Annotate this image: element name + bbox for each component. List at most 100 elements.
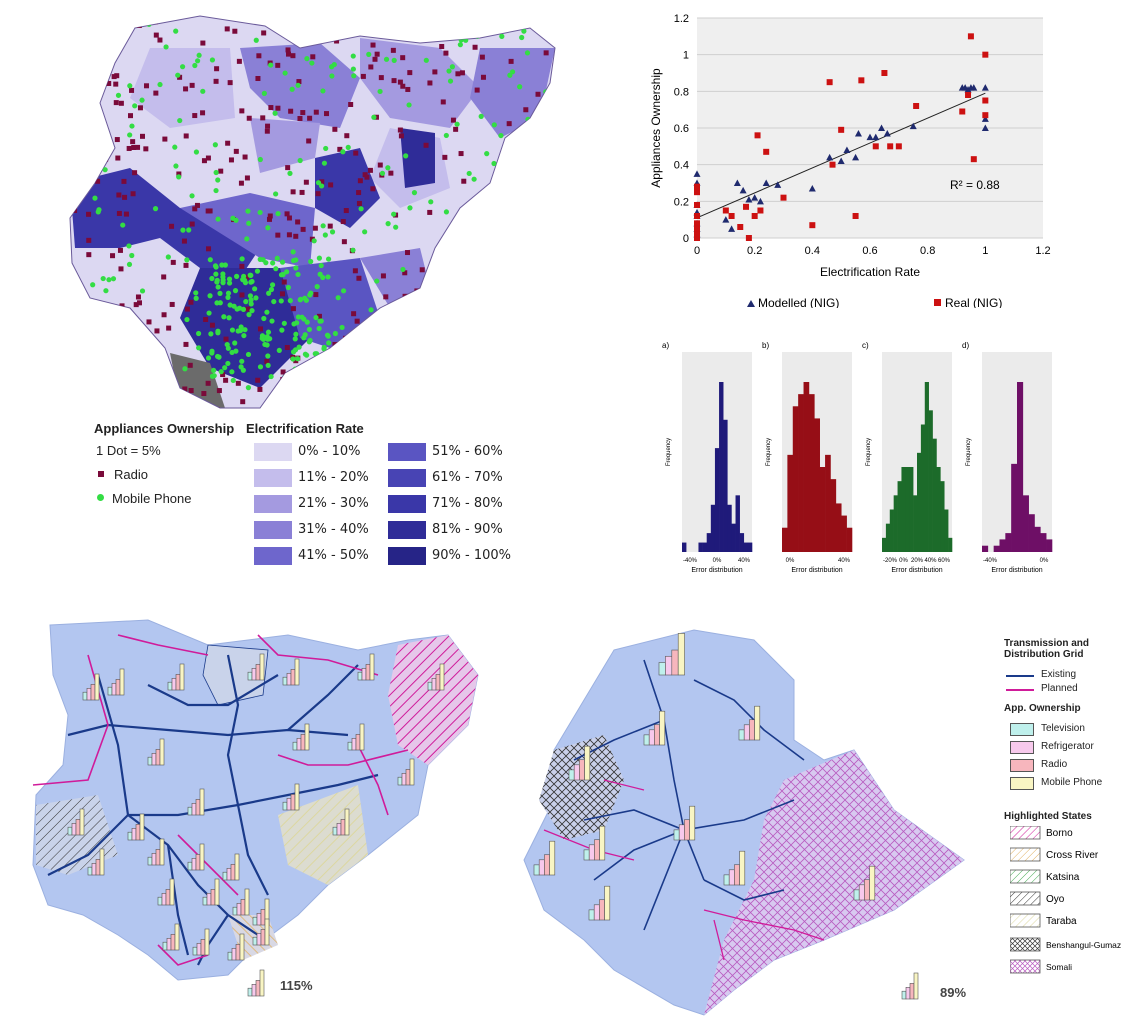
mobile-dot [218, 369, 224, 375]
radio-dot [461, 178, 467, 184]
mobile-dot [484, 212, 491, 218]
mobile-dot [296, 344, 302, 350]
ownership-bar [409, 758, 415, 786]
appliance-label: Refrigerator [1041, 741, 1094, 752]
mobile-dot [383, 56, 390, 62]
radio-dot [114, 73, 120, 79]
state-swatch [1010, 937, 1041, 952]
dot-scale-label: 1 Dot = 5% [96, 443, 161, 458]
mobile-dot [312, 383, 318, 390]
radio-dot [541, 366, 547, 372]
y-tick-label: 0.2 [674, 196, 689, 208]
ownership-bar [206, 892, 212, 906]
mobile-dot [192, 62, 198, 69]
real-point [694, 235, 700, 241]
radio-dot [437, 378, 443, 384]
er-label: 21% - 30% [298, 496, 369, 511]
radio-dot [513, 225, 519, 231]
highlighted-states-title: Highlighted States [1004, 811, 1092, 822]
state-label: Benshangul-Gumaz [1046, 940, 1121, 950]
radio-dot [284, 344, 290, 350]
mobile-dot [90, 282, 96, 288]
mobile-dot [221, 314, 227, 320]
ownership-bar [359, 723, 365, 751]
state-label: Borno [1046, 828, 1073, 839]
mobile-dot [478, 113, 484, 119]
nigeria-ownership-glyph [347, 723, 365, 751]
state-swatch [1010, 847, 1041, 862]
modelled-point [878, 124, 886, 131]
mobile-dot [316, 368, 323, 374]
mobile-dot [527, 212, 534, 219]
ownership-bar [165, 889, 171, 906]
ownership-bar [405, 769, 411, 786]
radio-dot [184, 306, 190, 312]
radio-dot [128, 113, 134, 119]
mobile-dot [522, 16, 528, 22]
ownership-bar [222, 871, 228, 881]
radio-dot [294, 395, 300, 401]
mobile-dot [193, 149, 200, 155]
radio-dot [232, 28, 238, 34]
mobile-dot [97, 358, 104, 364]
mobile-dot [268, 373, 274, 380]
mobile-dot [295, 314, 301, 320]
radio-dot [101, 307, 107, 313]
radio-dot [503, 280, 509, 286]
radio-dot [419, 267, 425, 273]
real-point [982, 112, 989, 119]
mobile-dot [232, 340, 238, 346]
mobile-dot [503, 252, 509, 258]
mobile-dot [352, 332, 358, 339]
radio-dot [261, 30, 267, 36]
histogram-bar [928, 410, 933, 552]
histogram-xlabel: Error distribution [891, 567, 942, 574]
mobile-dot [196, 345, 202, 351]
mobile-dot [350, 247, 356, 253]
ownership-bar [286, 672, 292, 686]
mobile-dot [231, 303, 237, 309]
mobile-dot [267, 336, 273, 342]
ethiopia-ownership-glyph [673, 805, 696, 841]
modelled-point [970, 84, 978, 91]
radio-dot [209, 322, 215, 328]
mobile-dot [414, 400, 420, 406]
radio-dot [129, 87, 135, 93]
radio-dot [121, 178, 127, 184]
mobile-dot [381, 384, 388, 390]
ownership-bar [304, 723, 310, 751]
mobile-dot [284, 269, 290, 275]
nigeria-ownership-glyph [222, 853, 240, 881]
mobile-dot [308, 258, 314, 265]
histogram-bar [702, 542, 708, 552]
radio-dot [157, 37, 163, 43]
histogram-bar [723, 419, 728, 552]
mobile-dot [262, 341, 268, 348]
appliance-swatch [1010, 777, 1034, 790]
mobile-dot [106, 277, 112, 283]
radio-dot [183, 341, 189, 347]
mobile-dot [547, 178, 553, 184]
mobile-dot [287, 298, 293, 304]
mobile-dot [298, 296, 304, 302]
ownership-bar [199, 843, 205, 871]
radio-dot [118, 266, 124, 272]
radio-dot [133, 302, 139, 308]
mobile-dot [510, 354, 516, 360]
ownership-bar [905, 986, 911, 1000]
radio-dot [170, 259, 176, 265]
radio-dot [446, 305, 452, 311]
mobile-dot [304, 55, 310, 62]
radio-dot [89, 169, 95, 175]
mobile-dot [259, 333, 266, 339]
data-points [693, 33, 989, 241]
radio-dot [397, 79, 403, 85]
modelled-point [751, 194, 759, 201]
tick-labels: 0 0.2 0.4 0.6 0.8 1 1.2 0 0.2 0.4 0.6 0.8 1 1.2 [674, 13, 1051, 257]
mobile-dot [226, 280, 233, 286]
mobile-dot [533, 400, 539, 406]
mobile-dot [325, 274, 331, 280]
ownership-bar [290, 794, 296, 811]
appliance-label: Mobile Phone [1041, 777, 1103, 788]
y-tick-label: 0.8 [674, 86, 689, 98]
